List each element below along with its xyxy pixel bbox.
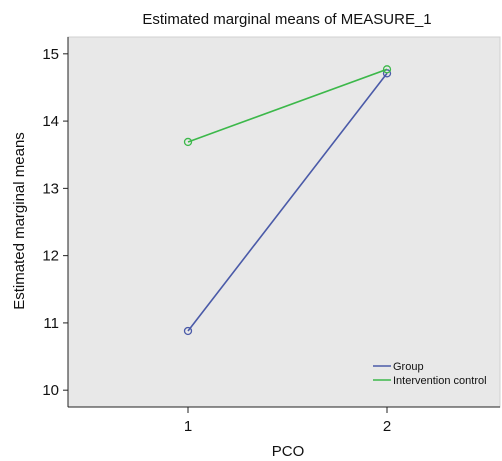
data-point — [382, 65, 392, 74]
chart-title: Estimated marginal means of MEASURE_1 — [142, 11, 431, 28]
y-tick-label: 12 — [42, 248, 59, 265]
data-point — [183, 326, 193, 336]
y-tick-label: 10 — [42, 382, 59, 399]
x-tick-label: 2 — [383, 418, 391, 435]
y-axis-title: Estimated marginal means — [11, 132, 28, 310]
series-line-0 — [187, 72, 388, 332]
legend-label: Intervention control — [393, 375, 487, 387]
legend-label: Group — [393, 361, 424, 373]
series-line-1 — [187, 68, 388, 143]
y-tick-label: 13 — [42, 180, 59, 197]
x-axis-title: PCO — [272, 443, 305, 460]
y-tick-label: 14 — [42, 113, 59, 130]
x-tick-label: 1 — [184, 418, 192, 435]
data-point — [183, 137, 193, 147]
y-tick-label: 11 — [43, 315, 59, 332]
series-layer — [183, 65, 392, 336]
plot-area — [67, 36, 501, 408]
y-tick-label: 15 — [42, 46, 59, 63]
y-ticks: 10 11 12 13 14 15 — [42, 46, 68, 399]
legend: Group Intervention control — [373, 361, 487, 387]
